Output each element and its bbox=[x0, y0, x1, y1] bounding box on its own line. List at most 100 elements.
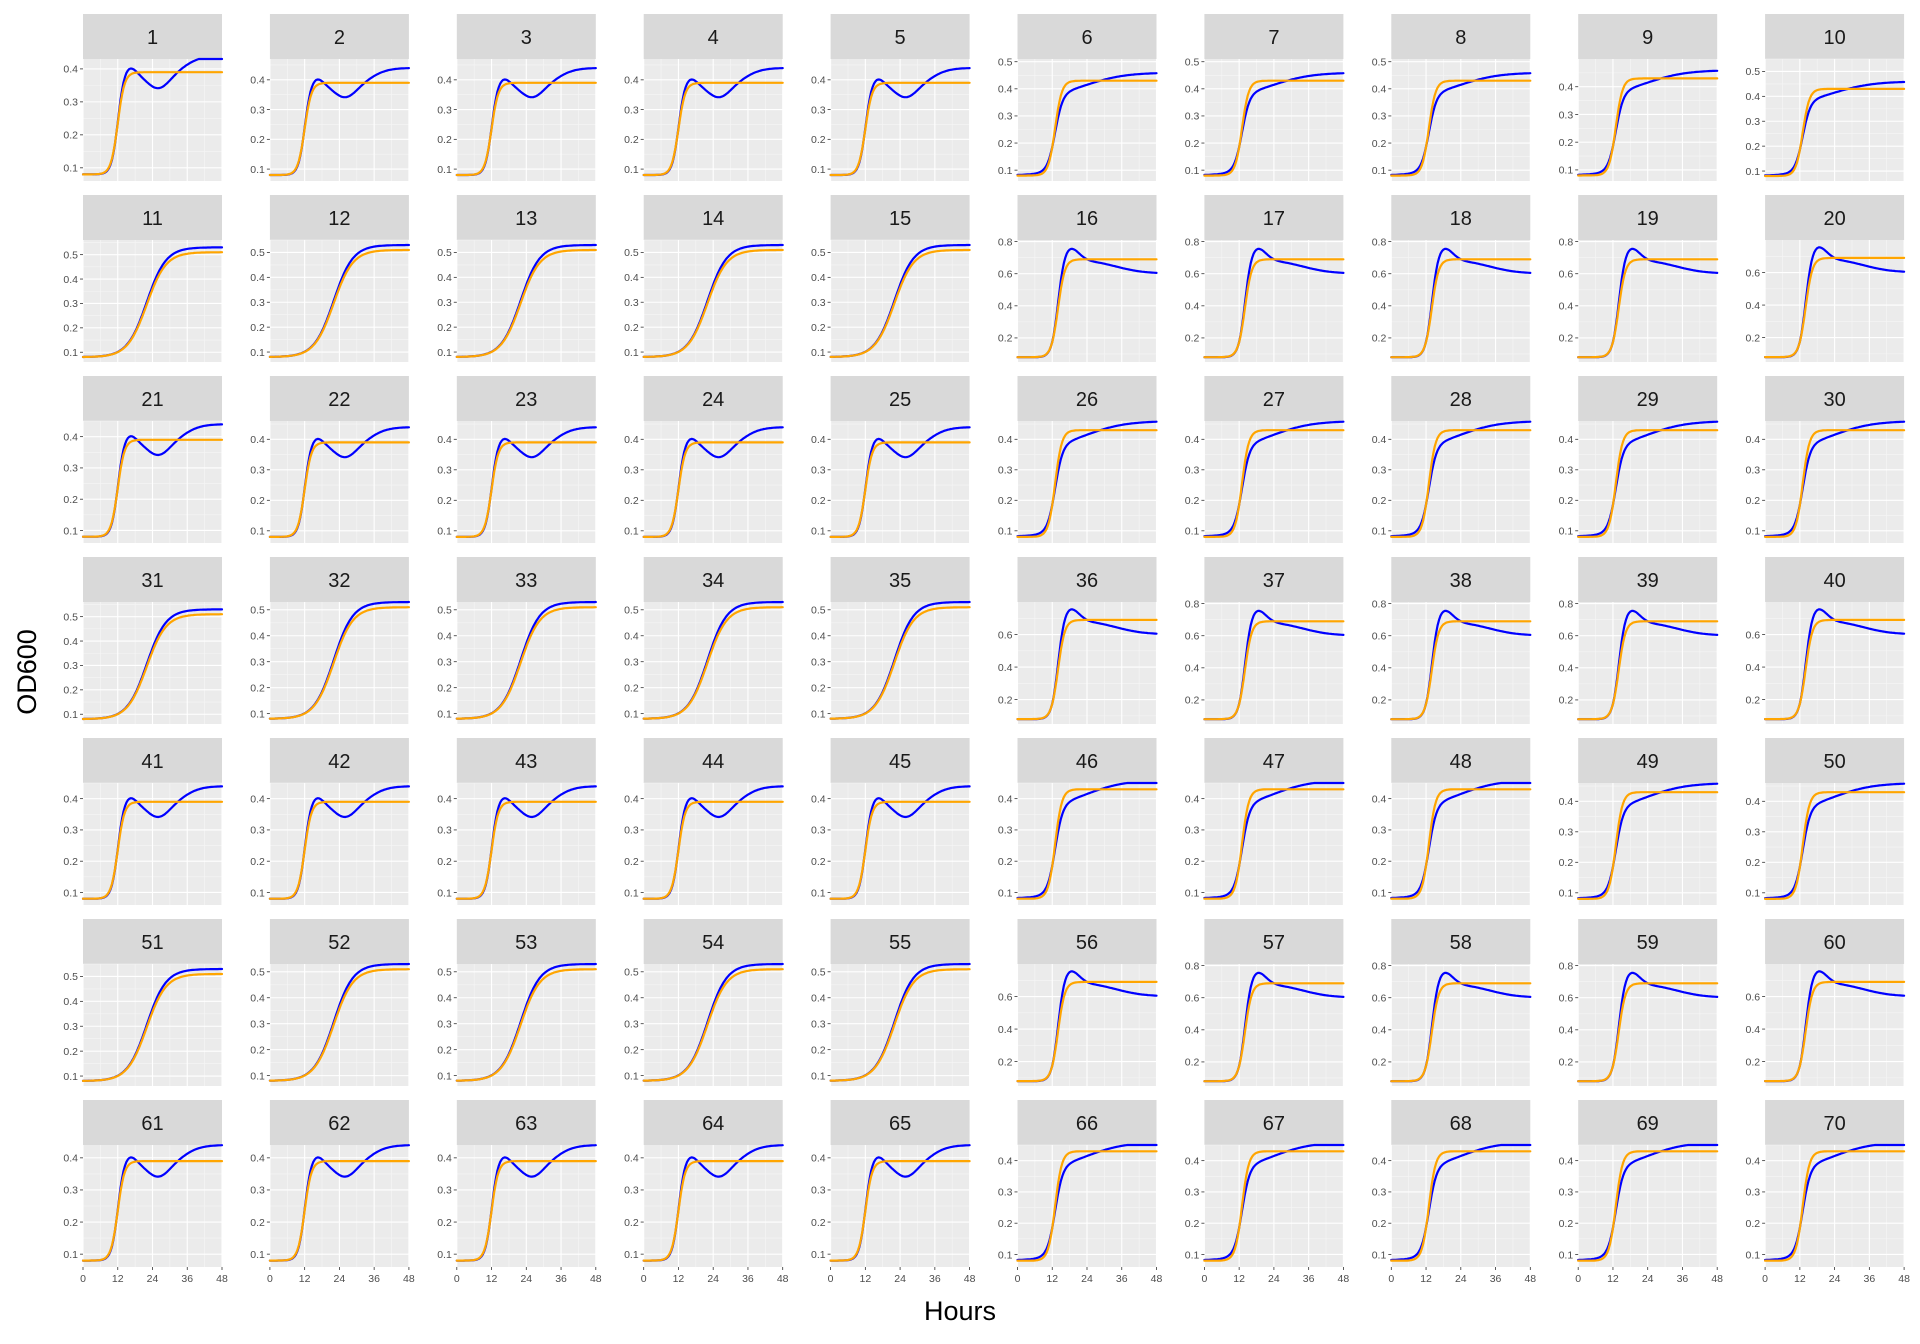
y-tick-label: 0.1 bbox=[1745, 526, 1760, 538]
observed-od600-line bbox=[1203, 1143, 1345, 1262]
y-tick-label: 0.2 bbox=[437, 322, 452, 334]
y-tick-label: 0.3 bbox=[624, 1185, 639, 1197]
y-tick-label: 0.3 bbox=[998, 465, 1013, 477]
facet-strip-label: 4 bbox=[708, 27, 719, 49]
y-tick-label: 0.2 bbox=[437, 495, 452, 507]
facet-panel: 12 0.1 0.2 0.3 0.4 0.5 bbox=[250, 195, 410, 362]
y-tick-label: 0.8 bbox=[1185, 236, 1200, 248]
y-tick-label: 0.2 bbox=[1372, 856, 1387, 868]
y-tick-label: 0.2 bbox=[998, 333, 1013, 345]
y-tick-label: 0.2 bbox=[998, 694, 1013, 706]
fitted-growth-curve-line bbox=[1203, 982, 1345, 1083]
y-tick-label: 0.2 bbox=[437, 856, 452, 868]
facet-strip-label: 7 bbox=[1268, 27, 1279, 49]
fitted-growth-curve-line bbox=[1016, 429, 1158, 538]
y-tick-label: 0.2 bbox=[1745, 694, 1760, 706]
facet-strip-label: 20 bbox=[1823, 208, 1845, 230]
y-tick-label: 0.6 bbox=[1745, 991, 1760, 1003]
facet-strip-label: 67 bbox=[1263, 1113, 1285, 1135]
fitted-growth-curve-line bbox=[81, 613, 224, 721]
y-tick-label: 0.5 bbox=[437, 247, 452, 259]
y-tick-label: 0.4 bbox=[1372, 301, 1387, 313]
y-tick-label: 0.1 bbox=[250, 1249, 265, 1261]
facet-strip-label: 62 bbox=[328, 1113, 350, 1135]
facet-strip bbox=[456, 1100, 596, 1145]
y-tick-label: 0.3 bbox=[63, 660, 78, 672]
facet-strip-label: 50 bbox=[1823, 751, 1845, 773]
facet-strip bbox=[1391, 376, 1531, 421]
y-tick-label: 0.4 bbox=[1372, 1155, 1387, 1167]
x-tick-label: 24 bbox=[1642, 1273, 1654, 1285]
facet-strip bbox=[456, 195, 596, 240]
y-tick-label: 0.1 bbox=[624, 164, 639, 176]
y-tick-label: 0.2 bbox=[63, 1217, 78, 1229]
y-tick-label: 0.2 bbox=[1745, 1218, 1760, 1230]
y-tick-label: 0.2 bbox=[998, 495, 1013, 507]
facet-strip bbox=[1391, 738, 1531, 783]
y-tick-label: 0.4 bbox=[1185, 84, 1200, 96]
facet-panel: 56 0.2 0.4 0.6 bbox=[998, 919, 1158, 1086]
x-tick-label: 48 bbox=[964, 1273, 976, 1285]
facet-strip-label: 13 bbox=[515, 208, 537, 230]
facet-panel: 7 0.1 0.2 0.3 0.4 0.5 bbox=[1185, 14, 1345, 181]
y-tick-label: 0.2 bbox=[1559, 695, 1574, 707]
facet-panel: 47 0.1 0.2 0.3 0.4 bbox=[1185, 738, 1345, 905]
y-tick-label: 0.1 bbox=[624, 526, 639, 538]
facet-strip bbox=[456, 557, 596, 602]
y-tick-label: 0.2 bbox=[1372, 695, 1387, 707]
y-tick-label: 0.1 bbox=[250, 887, 265, 899]
facet-panel: 34 0.1 0.2 0.3 0.4 0.5 bbox=[624, 557, 784, 724]
x-tick-label: 36 bbox=[1116, 1273, 1128, 1285]
y-tick-label: 0.6 bbox=[1745, 267, 1760, 279]
y-tick-label: 0.2 bbox=[250, 1044, 265, 1056]
fitted-growth-curve-line bbox=[455, 800, 597, 900]
fitted-growth-curve-line bbox=[829, 1160, 971, 1262]
y-tick-label: 0.5 bbox=[1745, 66, 1760, 78]
y-tick-label: 0.1 bbox=[811, 164, 826, 176]
y-tick-label: 0.1 bbox=[624, 708, 639, 720]
y-tick-label: 0.2 bbox=[998, 856, 1013, 868]
facet-panel: 1 0.1 0.2 0.3 0.4 bbox=[63, 14, 224, 181]
y-tick-label: 0.8 bbox=[1185, 598, 1200, 610]
y-tick-label: 0.4 bbox=[437, 793, 452, 805]
x-tick-label: 12 bbox=[1607, 1273, 1619, 1285]
fitted-growth-curve-line bbox=[268, 1160, 410, 1262]
y-tick-label: 0.1 bbox=[1745, 166, 1760, 178]
facet-strip-label: 9 bbox=[1642, 27, 1653, 49]
y-tick-label: 0.3 bbox=[624, 465, 639, 477]
y-tick-label: 0.3 bbox=[63, 298, 78, 310]
fitted-growth-curve-line bbox=[642, 81, 784, 177]
facet-panel: 29 0.1 0.2 0.3 0.4 bbox=[1559, 376, 1719, 543]
facet-strip-label: 40 bbox=[1823, 570, 1845, 592]
y-tick-label: 0.4 bbox=[624, 631, 639, 643]
facet-strip-label: 1 bbox=[147, 27, 158, 49]
y-tick-label: 0.4 bbox=[63, 996, 78, 1008]
y-tick-label: 0.4 bbox=[811, 793, 826, 805]
fitted-growth-curve-line bbox=[455, 1160, 597, 1262]
x-tick-label: 36 bbox=[929, 1273, 941, 1285]
facet-strip bbox=[1765, 376, 1905, 421]
facet-strip-label: 45 bbox=[889, 751, 911, 773]
y-tick-label: 0.2 bbox=[624, 1217, 639, 1229]
facet-panel: 18 0.2 0.4 0.6 0.8 bbox=[1372, 195, 1532, 362]
y-tick-label: 0.3 bbox=[1559, 827, 1574, 839]
y-tick-label: 0.8 bbox=[1559, 960, 1574, 972]
x-tick-label: 0 bbox=[1762, 1273, 1768, 1285]
facet-strip bbox=[1017, 738, 1157, 783]
y-tick-label: 0.5 bbox=[624, 967, 639, 979]
y-tick-label: 0.3 bbox=[250, 657, 265, 669]
y-tick-label: 0.1 bbox=[811, 347, 826, 359]
facet-panel: 66 0.1 0.2 0.3 0.4 0 12 24 36 48 bbox=[998, 1100, 1162, 1285]
facet-strip bbox=[83, 919, 222, 964]
facet-strip-label: 38 bbox=[1450, 570, 1472, 592]
facet-strip bbox=[83, 557, 222, 602]
facet-panel: 26 0.1 0.2 0.3 0.4 bbox=[998, 376, 1158, 543]
facet-panel: 49 0.1 0.2 0.3 0.4 bbox=[1559, 738, 1719, 905]
y-tick-label: 0.5 bbox=[1372, 57, 1387, 69]
facet-strip bbox=[1204, 1100, 1344, 1145]
facet-panel: 35 0.1 0.2 0.3 0.4 0.5 bbox=[811, 557, 971, 724]
y-tick-label: 0.4 bbox=[811, 631, 826, 643]
y-tick-label: 0.3 bbox=[437, 657, 452, 669]
y-tick-label: 0.1 bbox=[1372, 1249, 1387, 1261]
